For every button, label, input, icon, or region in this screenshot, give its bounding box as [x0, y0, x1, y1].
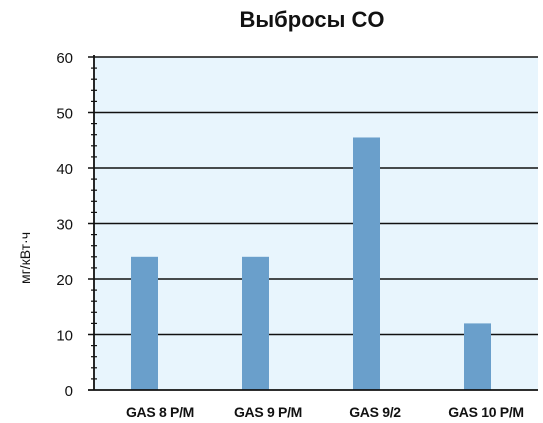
y-tick-label-50: 50 [56, 106, 73, 123]
y-tick-label-10: 10 [56, 328, 73, 345]
bar-1 [131, 256, 158, 390]
y-tick-label-40: 40 [56, 161, 73, 178]
y-tick-label-20: 20 [56, 272, 73, 289]
bar-4 [464, 323, 491, 390]
x-tick-label-1: GAS 8 P/M [126, 404, 194, 420]
x-tick-label-2: GAS 9 P/M [234, 404, 302, 420]
x-tick-label-4: GAS 10 P/M [448, 404, 524, 420]
y-tick-label-30: 30 [56, 217, 73, 234]
bar-2 [242, 256, 269, 390]
bar-3 [353, 137, 380, 390]
plot-area: 0 10 20 30 40 50 60 GAS 8 P/M GAS 9 P/M GAS 9/2 GA… [56, 50, 538, 420]
y-tick-label-60: 60 [56, 50, 73, 67]
y-axis-label: мг/кВт·ч [17, 232, 33, 284]
x-tick-label-3: GAS 9/2 [349, 404, 401, 420]
y-tick-label-0: 0 [65, 383, 73, 400]
chart-title: Выбросы CO [240, 7, 385, 32]
